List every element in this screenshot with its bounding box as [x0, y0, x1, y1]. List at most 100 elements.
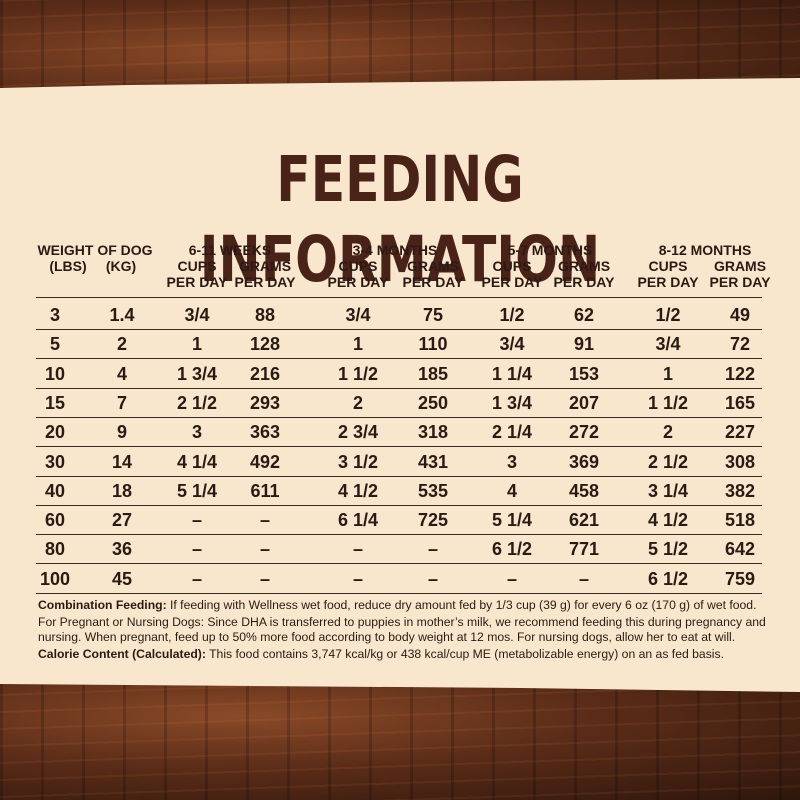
table-cell: 100	[39, 568, 71, 589]
cups-header: CUPS	[648, 258, 688, 274]
table-row: 5 2 1 128 1 110 3/4 91 3/4 72	[36, 329, 762, 360]
table-cell: 5 1/2	[647, 539, 689, 560]
table-cell: 49	[729, 305, 751, 325]
per-day-header: PER DAY	[402, 274, 464, 290]
combination-note: Combination Feeding: If feeding with Wel…	[38, 598, 757, 612]
table-cell: 1 3/4	[176, 363, 218, 384]
table-row: 3 1.4 3/4 88 3/4 75 1/2 62 1/2 49	[36, 300, 762, 330]
notes-section: Combination Feeding: If feeding with Wel…	[38, 598, 778, 663]
pregnant-note: For Pregnant or Nursing Dogs: Since DHA …	[38, 614, 766, 645]
header-divider	[36, 297, 762, 298]
table-cell: 1 1/2	[337, 363, 379, 384]
table-cell: 621	[568, 510, 600, 531]
table-cell: 1 3/4	[491, 392, 533, 413]
table-cell: 3	[506, 451, 518, 472]
table-cell: 91	[573, 334, 595, 355]
table-row: 40 18 5 1/4 611 4 1/2 535 4 458 3 1/4 382	[36, 476, 762, 506]
table-cell: 1/2	[655, 305, 681, 325]
table-cell: 27	[111, 510, 133, 531]
table-cell: 2 1/2	[647, 451, 689, 472]
table-row: 10 4 1 3/4 216 1 1/2 185 1 1/4 153 1 122	[36, 359, 762, 389]
table-cell: 4	[116, 363, 128, 384]
grams-header: GRAMS	[238, 258, 292, 274]
table-cell: 14	[111, 451, 133, 472]
table-cell: 308	[724, 451, 756, 472]
table-cell: 3	[49, 305, 61, 325]
table-cell: 80	[44, 539, 66, 560]
lbs-header: (LBS)	[49, 258, 87, 274]
page-title: FEEDING INFORMATION	[199, 143, 601, 296]
grams-header: GRAMS	[406, 258, 460, 274]
age-group-header: 8-12 MONTHS	[658, 242, 752, 258]
table-cell: 60	[44, 510, 66, 531]
table-cell: 382	[724, 480, 756, 501]
table-cell: 4 1/2	[337, 480, 379, 501]
age-group-header: 6-11 WEEKS	[188, 242, 272, 258]
table-row: 60 27 – – 6 1/4 725 5 1/4 621 4 1/2 518	[36, 505, 762, 536]
table-cell: 363	[249, 422, 281, 443]
table-cell: 75	[422, 305, 444, 325]
table-cell: 611	[250, 480, 280, 501]
per-day-header: PER DAY	[327, 274, 389, 290]
table-cell: 2	[662, 422, 674, 443]
table-cell: 10	[44, 363, 66, 384]
table-cell: 36	[111, 539, 133, 560]
table-cell: 122	[724, 363, 756, 384]
grams-header: GRAMS	[713, 258, 767, 274]
table-row: 80 36 – – – – 6 1/2 771 5 1/2 642	[36, 534, 762, 565]
table-cell: 15	[44, 392, 66, 413]
table-cell: 216	[249, 363, 281, 384]
table-cell: 2 3/4	[337, 422, 379, 443]
table-cell: 3 1/2	[337, 451, 379, 472]
table-cell: 1	[662, 363, 674, 384]
table-cell: 7	[116, 392, 128, 413]
grams-header: GRAMS	[557, 258, 611, 274]
table-cell: 771	[568, 539, 600, 560]
table-cell: 165	[724, 392, 756, 413]
table-cell: 128	[249, 334, 281, 355]
table-cell: 72	[729, 334, 751, 355]
table-row: 20 9 3 363 2 3/4 318 2 1/4 272 2 227	[36, 417, 762, 448]
table-cell: 6 1/2	[491, 539, 533, 560]
table-cell: –	[191, 568, 203, 589]
table-cell: 3/4	[345, 305, 371, 325]
table-cell: 45	[111, 568, 133, 589]
table-cell: –	[259, 539, 271, 560]
age-group-header: 3-4 MONTHS	[352, 242, 438, 258]
table-cell: 1 1/4	[491, 363, 533, 384]
table-cell: 207	[568, 392, 600, 413]
table-cell: 1.4	[109, 305, 135, 325]
table-cell: –	[427, 539, 439, 560]
table-cell: 88	[254, 305, 276, 325]
per-day-header: PER DAY	[234, 274, 296, 290]
per-day-header: PER DAY	[553, 274, 615, 290]
table-cell: 153	[568, 363, 600, 384]
table-cell: 4 1/4	[176, 451, 218, 472]
table-cell: 642	[724, 539, 756, 560]
table-cell: 1 1/2	[647, 392, 689, 413]
table-cell: 1	[191, 334, 203, 355]
table-cell: 40	[44, 480, 66, 501]
table-cell: 2	[352, 392, 364, 413]
table-cell: 2	[116, 334, 128, 355]
per-day-header: PER DAY	[166, 274, 228, 290]
table-cell: 30	[44, 451, 66, 472]
table-cell: 535	[417, 480, 449, 501]
table-cell: 3/4	[655, 334, 681, 355]
table-cell: 2 1/4	[491, 422, 533, 443]
age-group-header: 5-7 MONTHS	[507, 242, 593, 258]
table-cell: –	[191, 539, 203, 560]
per-day-header: PER DAY	[709, 274, 771, 290]
table-cell: –	[352, 568, 364, 589]
table-cell: 4 1/2	[647, 510, 689, 531]
table-cell: 227	[724, 422, 756, 443]
table-cell: 185	[417, 363, 449, 384]
table-cell: 18	[111, 480, 133, 501]
table-cell: 5	[49, 334, 61, 355]
kg-header: (KG)	[105, 258, 137, 274]
table-cell: 62	[573, 305, 595, 325]
table-cell: –	[191, 510, 203, 531]
cups-header: CUPS	[338, 258, 378, 274]
table-row: 30 14 4 1/4 492 3 1/2 431 3 369 2 1/2 308	[36, 447, 762, 477]
